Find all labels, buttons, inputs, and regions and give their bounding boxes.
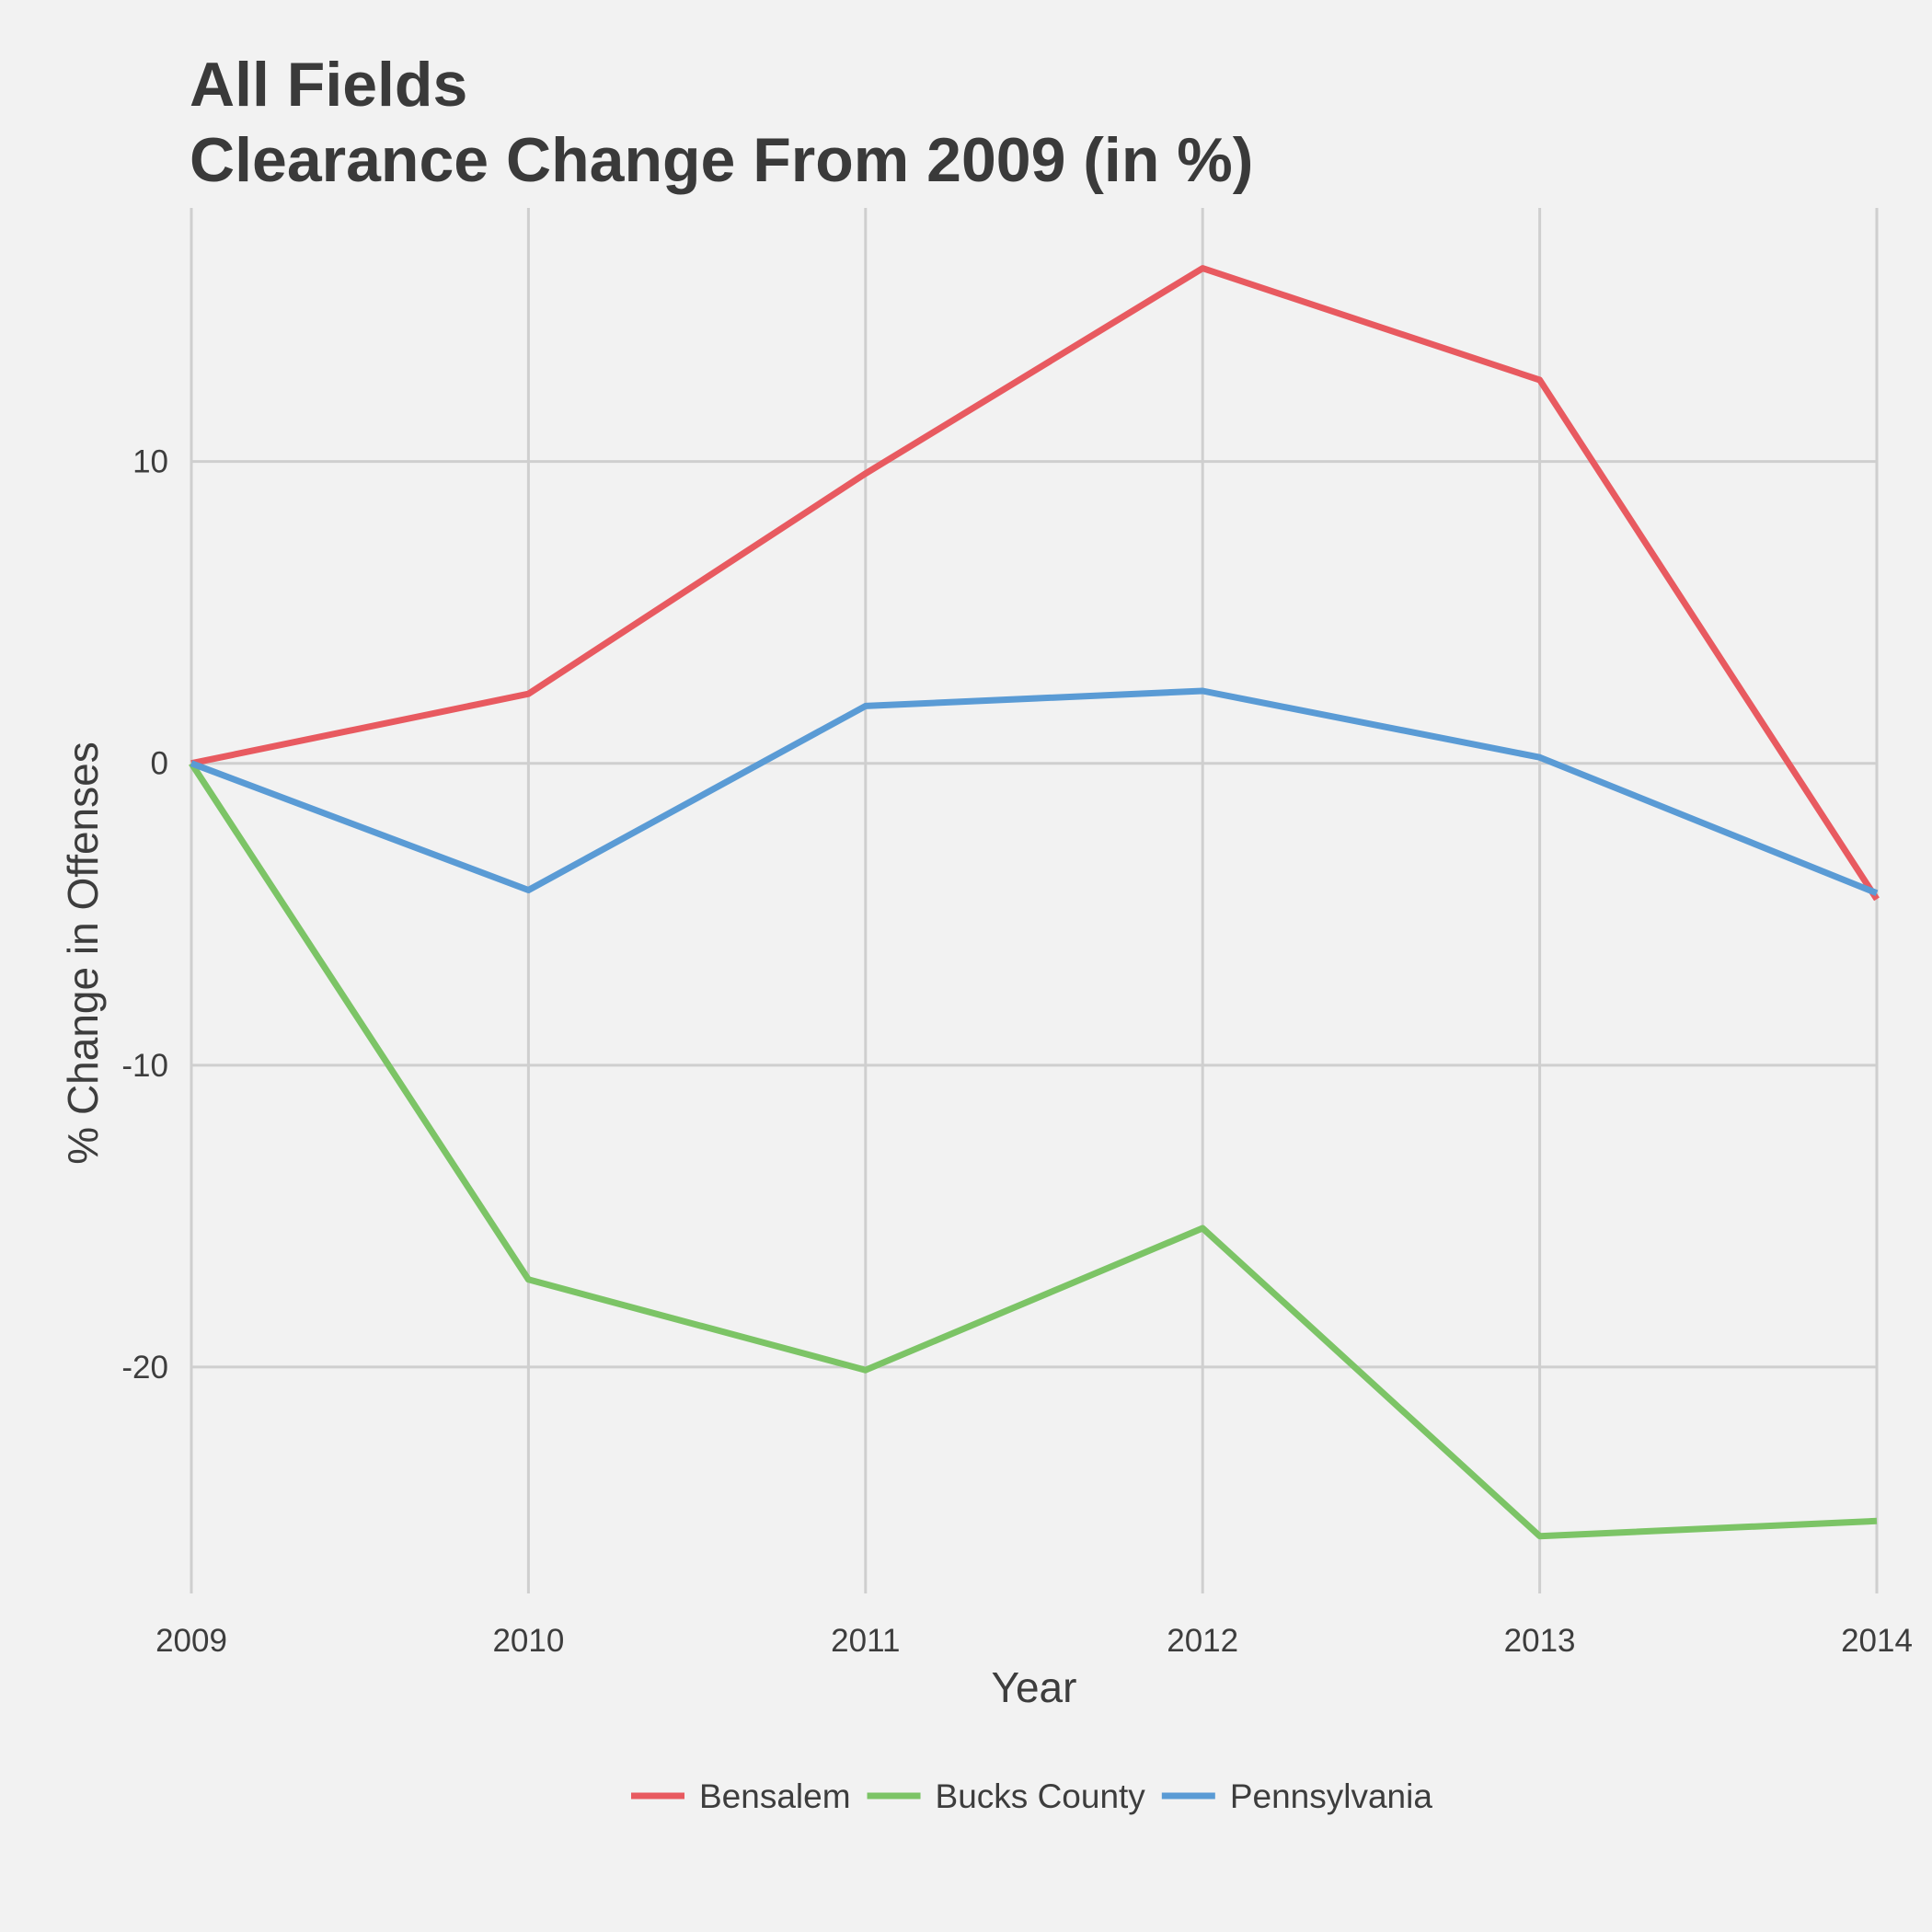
x-axis-title: Year bbox=[992, 1663, 1077, 1711]
y-tick-label: 0 bbox=[151, 746, 168, 782]
x-tick-label: 2010 bbox=[492, 1623, 564, 1659]
x-axis-tick-labels: 2009 2010 2011 2012 2013 2014 bbox=[155, 1623, 1913, 1659]
legend: Bensalem Bucks County Pennsylvania bbox=[631, 1777, 1432, 1815]
y-tick-label: -10 bbox=[121, 1048, 168, 1084]
chart-title: All Fields bbox=[190, 50, 467, 120]
legend-label: Bucks County bbox=[936, 1777, 1146, 1815]
horizontal-gridlines bbox=[191, 460, 1877, 1369]
y-tick-label: 10 bbox=[132, 444, 168, 480]
legend-label: Pennsylvania bbox=[1230, 1777, 1433, 1815]
chart-subtitle: Clearance Change From 2009 (in %) bbox=[190, 125, 1253, 195]
legend-label: Bensalem bbox=[699, 1777, 851, 1815]
x-tick-label: 2013 bbox=[1504, 1623, 1576, 1659]
legend-item-bensalem: Bensalem bbox=[631, 1777, 851, 1815]
legend-item-pennsylvania: Pennsylvania bbox=[1161, 1777, 1433, 1815]
vertical-gridlines bbox=[190, 208, 1879, 1593]
y-axis-tick-labels: 10 0 -10 -20 bbox=[121, 444, 168, 1386]
legend-item-bucks-county: Bucks County bbox=[867, 1777, 1146, 1815]
x-tick-label: 2012 bbox=[1167, 1623, 1238, 1659]
x-tick-label: 2009 bbox=[155, 1623, 227, 1659]
series-lines bbox=[189, 265, 1880, 1540]
series-line-bucks-county bbox=[189, 761, 1878, 1540]
x-tick-label: 2014 bbox=[1841, 1623, 1913, 1659]
y-axis-title: % Change in Offenses bbox=[59, 742, 107, 1164]
series-line-bensalem bbox=[190, 265, 1880, 902]
x-tick-label: 2011 bbox=[831, 1623, 900, 1659]
series-line-pennsylvania bbox=[190, 687, 1879, 897]
y-tick-label: -20 bbox=[121, 1350, 168, 1386]
